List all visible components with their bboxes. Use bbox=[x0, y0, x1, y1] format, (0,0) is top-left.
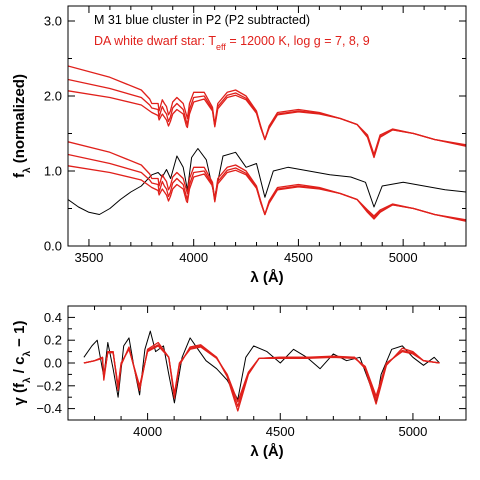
top-ytick-label: 3.0 bbox=[44, 14, 62, 29]
top-model-line-2 bbox=[68, 78, 466, 157]
top-model-line-3 bbox=[68, 90, 466, 156]
top-ytick-label: 2.0 bbox=[44, 89, 62, 104]
top-model-line-6 bbox=[68, 165, 466, 221]
top-series bbox=[68, 65, 466, 222]
top-x-axis-label: λ (Å) bbox=[250, 269, 283, 286]
bottom-x-axis-label: λ (Å) bbox=[250, 443, 283, 460]
top-frame bbox=[67, 5, 467, 247]
bottom-frame bbox=[67, 305, 467, 421]
bottom-ytick-label: −0.2 bbox=[36, 378, 62, 393]
top-legend-line-1: M 31 blue cluster in P2 (P2 subtracted) bbox=[94, 13, 310, 27]
bottom-panel: 4000 4500 5000 −0.4 −0.2 0.0 0.2 0.4 λ (Å) γ (fλ … bbox=[11, 305, 467, 460]
top-legend-line-2: DA white dwarf star: Teff = 12000 K, log… bbox=[94, 34, 370, 52]
top-ytick-label: 0.0 bbox=[44, 239, 62, 254]
top-xtick-label: 5000 bbox=[389, 250, 418, 265]
top-xtick-label: 4500 bbox=[284, 250, 313, 265]
bottom-ytick-label: 0.4 bbox=[44, 310, 62, 325]
bottom-ytick-label: 0.2 bbox=[44, 333, 62, 348]
top-model-line-1 bbox=[68, 65, 466, 159]
top-xtick-label: 4000 bbox=[179, 250, 208, 265]
bottom-xtick-label: 5000 bbox=[398, 424, 427, 439]
top-xtick-label: 3500 bbox=[74, 250, 103, 265]
bottom-ytick-label: 0.0 bbox=[44, 356, 62, 371]
bottom-y-axis-label: γ (fλ / cλ − 1) bbox=[11, 321, 33, 406]
bottom-xtick-label: 4500 bbox=[266, 424, 295, 439]
top-panel: 3500 4000 4500 5000 0.0 1.0 2.0 3.0 λ (Å) fλ (nor… bbox=[11, 5, 467, 286]
bottom-ytick-label: −0.4 bbox=[36, 401, 62, 416]
bottom-series bbox=[83, 330, 440, 412]
bottom-xtick-label: 4000 bbox=[133, 424, 162, 439]
top-observed-spectrum bbox=[68, 148, 466, 215]
bottom-model-line-3 bbox=[83, 345, 440, 403]
top-y-axis-label: fλ (normalized) bbox=[11, 74, 33, 178]
top-ytick-label: 1.0 bbox=[44, 164, 62, 179]
